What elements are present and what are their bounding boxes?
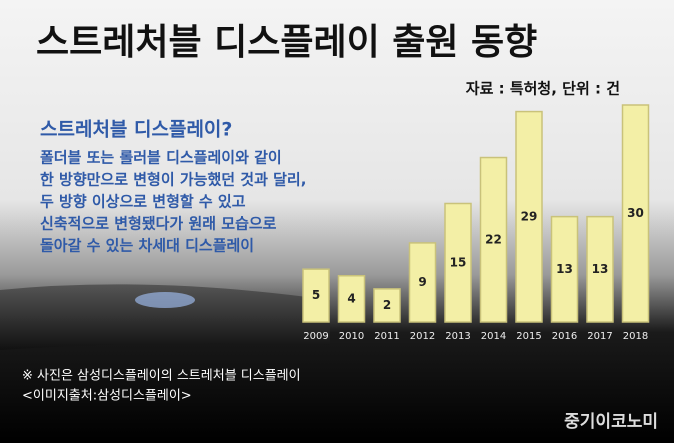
device-glow	[135, 292, 195, 308]
chart-subtitle: 자료 : 특허청, 단위 : 건	[466, 80, 620, 98]
bar	[302, 268, 330, 323]
footer-credit: <이미지출처:삼성디스플레이>	[22, 389, 192, 404]
x-tick-label: 2016	[552, 331, 577, 342]
bar	[515, 110, 543, 323]
x-tick-label: 2011	[374, 331, 399, 342]
data-label: 4	[347, 291, 355, 305]
bar	[586, 215, 614, 323]
description-heading: 스트레처블 디스플레이?	[40, 119, 232, 141]
bar	[550, 215, 579, 323]
x-tick-label: 2014	[481, 331, 506, 342]
x-tick-label: 2017	[587, 331, 612, 342]
description: 폴더블 또는 롤러블 디스플레이와 같이한 방향만으로 변형이 가능했던 것과 …	[40, 149, 306, 255]
bar	[337, 274, 366, 323]
bar	[621, 104, 650, 323]
data-label: 15	[450, 255, 467, 269]
x-tick-label: 2012	[410, 331, 435, 342]
description-line: 두 방향 이상으로 변형할 수 있고	[40, 193, 246, 211]
x-tick-label: 2013	[445, 331, 470, 342]
data-label: 13	[556, 262, 573, 276]
data-label: 2	[383, 298, 391, 312]
bar	[479, 156, 508, 323]
device-image	[0, 284, 330, 350]
data-label: 13	[592, 262, 609, 276]
description-line: 돌아갈 수 있는 차세대 디스플레이	[40, 237, 254, 255]
data-label: 30	[627, 206, 644, 220]
description-line: 신축적으로 변형됐다가 원래 모습으로	[40, 215, 277, 233]
bar	[444, 202, 472, 323]
description-line: 한 방향만으로 변형이 가능했던 것과 달리,	[40, 171, 306, 189]
data-label: 5	[312, 288, 320, 302]
bar	[373, 288, 401, 323]
x-tick-label: 2018	[623, 331, 648, 342]
bars: 5 2009 4 2010 2 2011 9 2012 15 2013 22 2014 29 2015 13…	[302, 104, 650, 342]
chart-title: 스트레처블 디스플레이 출원 동향	[36, 22, 537, 63]
data-label: 29	[521, 209, 538, 223]
description-line: 폴더블 또는 롤러블 디스플레이와 같이	[40, 149, 282, 167]
footer-note: ※ 사진은 삼성디스플레이의 스트레처블 디스플레이	[22, 369, 301, 384]
logo: 중기이코노미	[564, 412, 658, 432]
x-tick-label: 2015	[516, 331, 541, 342]
x-tick-label: 2009	[303, 331, 328, 342]
x-tick-label: 2010	[339, 331, 364, 342]
data-label: 9	[418, 275, 426, 289]
bar	[408, 242, 437, 323]
data-label: 22	[485, 232, 502, 246]
